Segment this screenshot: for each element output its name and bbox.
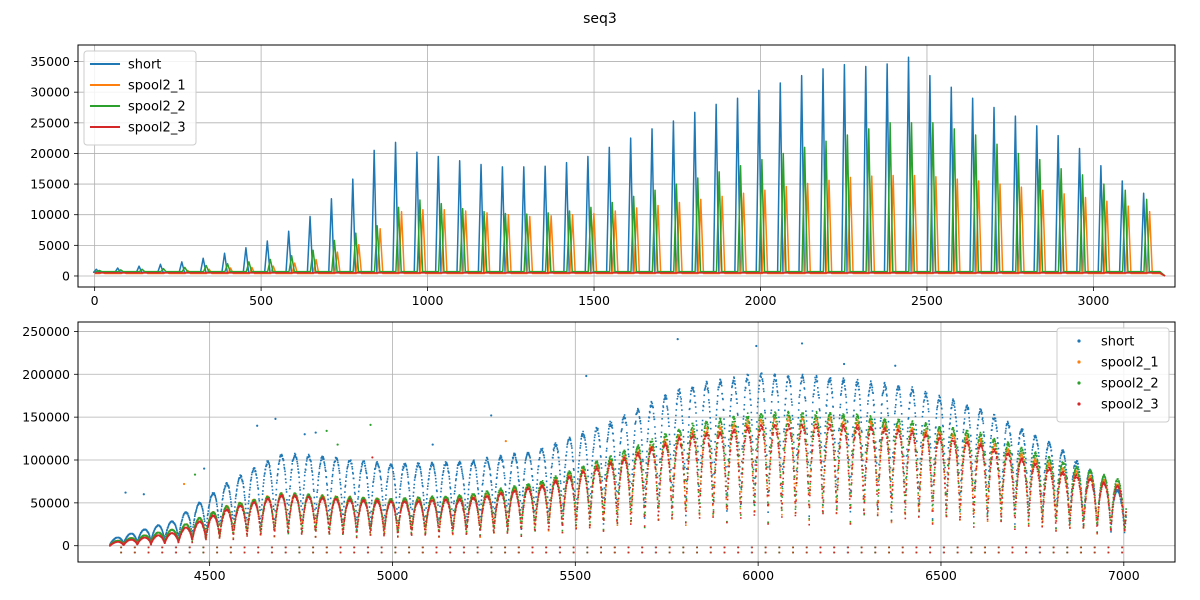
x-tick-label: 7000: [1108, 568, 1140, 583]
outlier-point: [142, 493, 145, 496]
top-chart-plot-area: [92, 56, 1166, 277]
y-tick-label: 100000: [22, 453, 70, 468]
outlier-point: [894, 364, 897, 367]
outlier-point: [842, 362, 846, 366]
bottom-chart-frame: [77, 321, 1176, 563]
legend-swatch-spool2_3: [1077, 402, 1081, 406]
legend-box: [83, 50, 197, 146]
outlier-point: [314, 431, 317, 434]
top-line-chart: 0 500 1000 1500 2000 2500 30000500010000150002…: [30, 44, 1176, 308]
outlier-point: [193, 473, 197, 476]
legend-swatch-spool2_1: [1077, 360, 1081, 364]
y-tick-label: 10000: [30, 207, 70, 222]
outlier-point: [274, 417, 277, 420]
y-tick-label: 150000: [22, 410, 70, 425]
y-tick-label: 25000: [30, 115, 70, 130]
x-tick-label: 5500: [559, 568, 591, 583]
y-tick-label: 0: [62, 538, 70, 553]
outlier-point: [755, 344, 758, 348]
top-chart-legend: short spool2_1 spool2_2 spool2_3: [83, 50, 197, 146]
legend-label-spool2_1: spool2_1: [1101, 356, 1159, 371]
x-tick-label: 1500: [578, 293, 610, 308]
line-series-spool2_3: [94, 272, 1166, 277]
x-tick-label: 4500: [194, 568, 226, 583]
x-tick-label: 0: [91, 293, 99, 308]
outlier-point: [336, 443, 339, 446]
y-tick-label: 35000: [30, 54, 70, 69]
x-tick-label: 2500: [911, 293, 943, 308]
outlier-point: [182, 482, 186, 486]
outlier-point: [256, 424, 259, 427]
bottom-chart-plot-area: [109, 338, 1127, 554]
bottom-chart-legend: short spool2_1 spool2_2 spool2_3: [1056, 327, 1170, 423]
legend-label-short: short: [128, 58, 161, 73]
y-tick-label: 50000: [30, 495, 70, 510]
legend-label-spool2_2: spool2_2: [128, 100, 186, 115]
outlier-point: [800, 342, 804, 345]
legend-label-spool2_1: spool2_1: [128, 79, 186, 94]
outlier-point: [585, 374, 588, 378]
legend-swatch-spool2_2: [1077, 381, 1081, 385]
top-chart-frame: [77, 44, 1176, 288]
y-tick-label: 30000: [30, 85, 70, 100]
x-tick-label: 6500: [925, 568, 957, 583]
outlier-point: [504, 440, 507, 443]
outlier-point: [325, 429, 328, 432]
y-tick-label: 5000: [38, 238, 70, 253]
legend-label-spool2_3: spool2_3: [1101, 398, 1159, 413]
y-tick-label: 200000: [22, 367, 70, 382]
y-tick-label: 15000: [30, 177, 70, 192]
figure-title: seq3: [583, 11, 617, 27]
x-tick-label: 6000: [742, 568, 774, 583]
outlier-point: [431, 443, 434, 446]
outlier-point: [371, 456, 374, 459]
x-tick-label: 1000: [412, 293, 444, 308]
outlier-point: [490, 414, 493, 417]
legend-box: [1056, 327, 1170, 423]
x-tick-label: 3000: [1078, 293, 1110, 308]
outlier-point: [303, 433, 306, 436]
bottom-scatter-chart: 4500 5000 5500 6000 6500 7000 0 50000 100000 1500…: [22, 321, 1176, 583]
top-chart-ticks: 0 500 1000 1500 2000 2500 30000500010000150002…: [30, 54, 1109, 308]
y-tick-label: 250000: [22, 324, 70, 339]
outlier-point: [124, 491, 127, 494]
line-series-spool2_2: [94, 122, 1166, 277]
y-tick-label: 20000: [30, 146, 70, 161]
legend-label-spool2_2: spool2_2: [1101, 377, 1159, 392]
outlier-point: [369, 423, 372, 426]
legend-label-spool2_3: spool2_3: [128, 121, 186, 136]
y-tick-label: 0: [62, 268, 70, 283]
x-tick-label: 5000: [377, 568, 409, 583]
x-tick-label: 500: [249, 293, 273, 308]
legend-swatch-short: [1077, 339, 1081, 343]
x-tick-label: 2000: [745, 293, 777, 308]
outlier-point: [676, 338, 679, 341]
outlier-point: [203, 467, 206, 470]
legend-label-short: short: [1101, 335, 1134, 350]
bottom-chart-ticks: 4500 5000 5500 6000 6500 7000 0 50000 100000 1500…: [22, 324, 1139, 583]
